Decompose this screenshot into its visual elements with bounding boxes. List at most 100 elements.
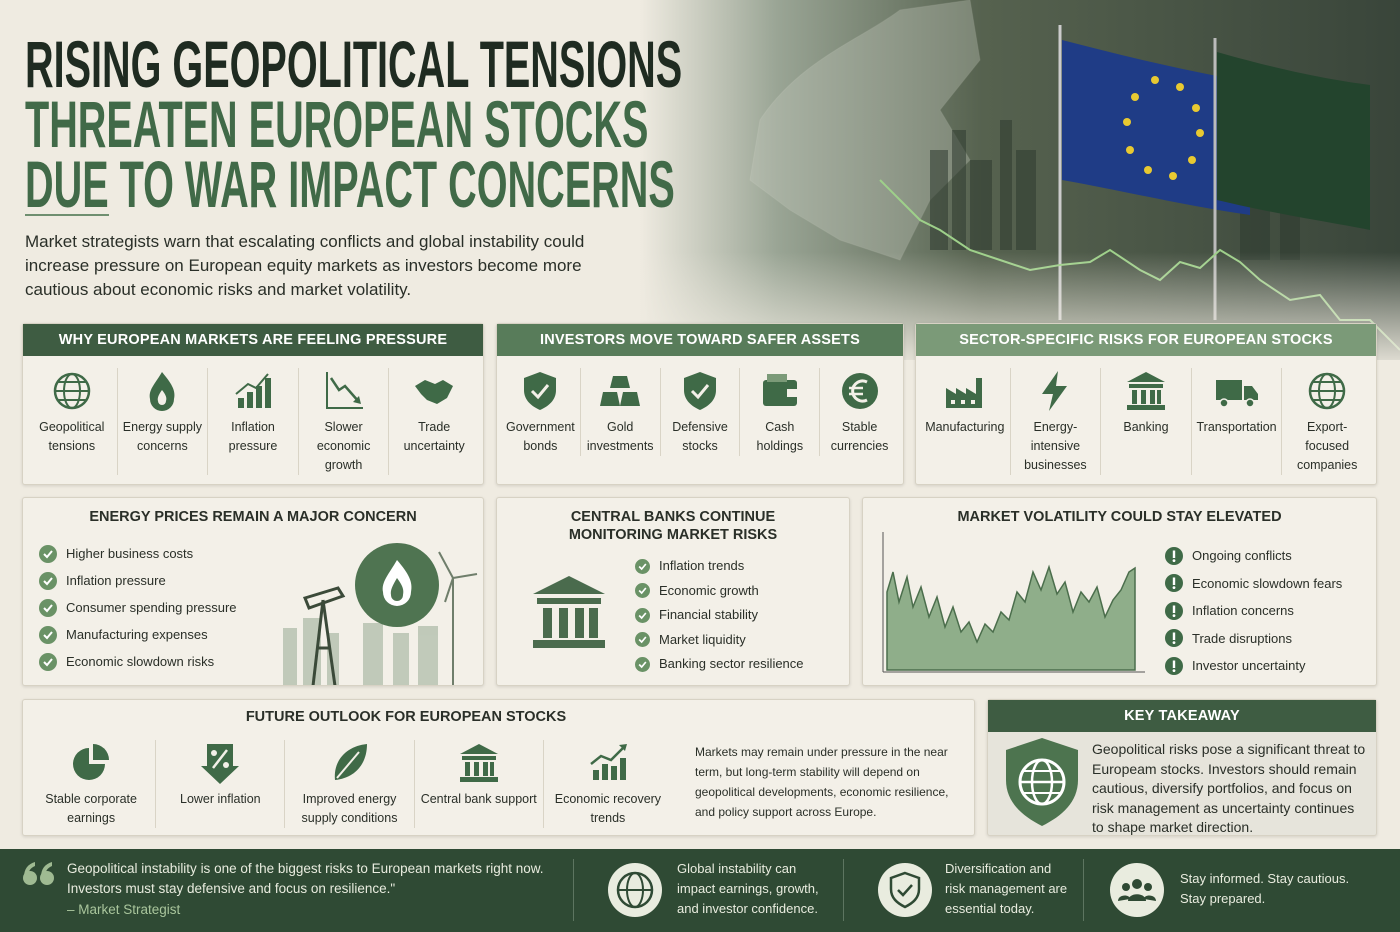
list-item: Higher business costs	[39, 540, 237, 567]
list-item: Economic slowdown fears	[1165, 570, 1342, 598]
item-label: Inflation pressure	[228, 420, 278, 453]
item-row: Manufacturing Energy-intensive businesses…	[920, 368, 1372, 475]
bullet-icon	[635, 607, 650, 623]
item: Gold investments	[579, 368, 660, 456]
list-item: Economic growth	[635, 579, 804, 604]
bullet-icon	[39, 598, 57, 617]
item-label: Stable corporate earnings	[45, 792, 137, 825]
item-row: Government bonds Gold investments Defensiv…	[501, 368, 899, 456]
item-icon	[524, 372, 557, 410]
outlook-note: Markets may remain under pressure in the…	[695, 745, 949, 819]
item-label: Lower inflation	[180, 792, 261, 806]
list-text: Inflation pressure	[66, 573, 166, 588]
item-label: Slower economic growth	[316, 420, 371, 472]
item: Stable currencies	[819, 368, 899, 456]
item-icon	[325, 372, 363, 409]
people-icon	[1110, 863, 1164, 917]
quote: Geopolitical instability is one of the b…	[67, 861, 544, 896]
item-label: Banking	[1123, 420, 1169, 434]
item-icon	[1126, 372, 1165, 410]
list-text: Inflation concerns	[1192, 603, 1294, 619]
list: Ongoing conflicts Economic slowdown fears…	[1165, 542, 1342, 680]
panel: MARKET VOLATILITY COULD STAY ELEVATED On…	[862, 497, 1377, 686]
item-row: Stable corporate earnings Lower inflation…	[27, 740, 672, 828]
item: Transportation	[1190, 368, 1282, 475]
item-icon	[945, 378, 982, 408]
list: Higher business costs Inflation pressure C…	[39, 540, 237, 675]
item-icon	[590, 744, 627, 780]
shield-icon	[878, 863, 932, 917]
list-text: Economic growth	[659, 582, 759, 598]
divider	[25, 214, 109, 216]
item: Energy supply concerns	[116, 368, 208, 475]
list-text: Banking sector resilience	[659, 656, 804, 672]
title-line: RISING GEOPOLITICAL TENSIONS	[25, 27, 683, 101]
list-item: Inflation trends	[635, 554, 804, 579]
item-label: Trade uncertainty	[403, 420, 465, 453]
panel: WHY EUROPEAN MARKETS ARE FEELING PRESSUR…	[22, 323, 484, 485]
list-text: Trade disruptions	[1192, 630, 1292, 646]
item-label: Cash holdings	[756, 420, 804, 453]
item-icon	[841, 373, 878, 409]
item-icon	[53, 372, 91, 410]
list: Inflation trends Economic growth Financial…	[635, 554, 804, 677]
list-item: Ongoing conflicts	[1165, 542, 1342, 570]
panel-title: ENERGY PRICES REMAIN A MAJOR CONCERN	[89, 509, 417, 525]
item-icon	[1308, 372, 1346, 410]
bullet-icon	[1165, 546, 1183, 565]
item: Manufacturing	[920, 368, 1010, 475]
footer: Geopolitical instability is one of the b…	[0, 849, 1400, 932]
item: Banking	[1100, 368, 1191, 475]
attribution: – Market Strategist	[67, 902, 181, 917]
item: Geopolitical tensions	[27, 368, 117, 475]
bullet-icon	[39, 625, 57, 644]
list-item: Manufacturing expenses	[39, 621, 237, 648]
panel-title: MARKET VOLATILITY COULD STAY ELEVATED	[957, 509, 1282, 525]
list-text: Higher business costs	[66, 546, 194, 561]
list-item: Financial stability	[635, 603, 804, 628]
item: Cash holdings	[739, 368, 819, 456]
item-label: Energy-intensive businesses	[1024, 420, 1087, 472]
globe-icon	[608, 863, 662, 917]
list-item: Inflation concerns	[1165, 597, 1342, 625]
item-label: Economic recovery trends	[554, 792, 662, 825]
item: Export-focused companies	[1281, 368, 1372, 475]
item-icon	[1215, 380, 1258, 408]
item: Slower economic growth	[297, 368, 389, 475]
list-text: Manufacturing expenses	[66, 627, 208, 642]
item-label: Improved energy supply conditions	[301, 792, 398, 825]
item: Improved energy supply conditions	[284, 740, 413, 828]
item-icon	[459, 744, 498, 782]
item-label: Central bank support	[420, 792, 537, 806]
item: Lower inflation	[155, 740, 284, 828]
panel: KEY TAKEAWAY Geopolitical risks pose a s…	[987, 699, 1377, 836]
shield-icon	[1006, 738, 1078, 826]
item: Defensive stocks	[659, 368, 740, 456]
item-label: Gold investments	[586, 420, 654, 453]
panel: FUTURE OUTLOOK FOR EUROPEAN STOCKS Stabl…	[22, 699, 975, 836]
footer-point: Diversification and risk management are …	[945, 861, 1068, 916]
panel-title: INVESTORS MOVE TOWARD SAFER ASSETS	[497, 324, 903, 356]
item-icon	[600, 376, 641, 406]
panel-title: SECTOR-SPECIFIC RISKS FOR EUROPEAN STOCK…	[916, 324, 1376, 356]
footer-point: Global instability can impact earnings, …	[677, 861, 819, 916]
item-row: Geopolitical tensions Energy supply conce…	[27, 368, 479, 475]
bullet-icon	[635, 558, 650, 574]
item: Energy-intensive businesses	[1009, 368, 1101, 475]
item: Stable corporate earnings	[27, 740, 155, 828]
bullet-icon	[1165, 601, 1183, 620]
divider	[573, 859, 574, 921]
panel: SECTOR-SPECIFIC RISKS FOR EUROPEAN STOCK…	[915, 323, 1377, 485]
panel-title: KEY TAKEAWAY	[988, 700, 1376, 732]
item-icon	[73, 744, 110, 780]
bullet-icon	[635, 583, 650, 599]
hero-image	[640, 0, 1400, 360]
item-label: Manufacturing	[925, 420, 1005, 434]
item-icon	[1042, 371, 1068, 411]
bullet-icon	[39, 544, 57, 563]
footer-point: Stay informed. Stay cautious. Stay prepa…	[1180, 871, 1350, 906]
bank-icon	[533, 576, 605, 648]
panel-title: FUTURE OUTLOOK FOR EUROPEAN STOCKS	[245, 709, 567, 725]
